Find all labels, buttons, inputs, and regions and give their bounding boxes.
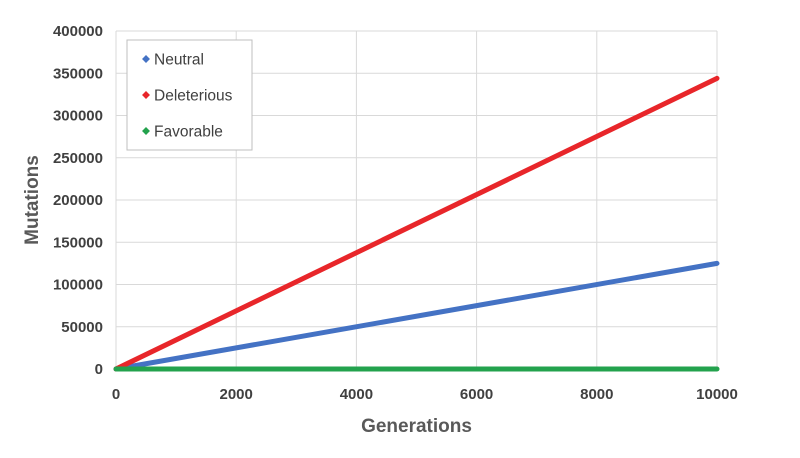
legend-label-neutral: Neutral	[154, 52, 204, 69]
legend: Neutral Deleterious Favorable	[126, 39, 253, 151]
x-tick-label: 4000	[340, 386, 373, 403]
x-tick-label: 0	[112, 386, 120, 403]
x-tick-label: 8000	[580, 386, 613, 403]
y-tick-label: 250000	[53, 150, 103, 167]
y-tick-label: 100000	[53, 277, 103, 294]
y-tick-label: 150000	[53, 234, 103, 251]
legend-marker-favorable	[142, 127, 150, 135]
x-tick-label: 2000	[220, 386, 253, 403]
x-tick-label: 10000	[696, 386, 738, 403]
series-line-neutral	[113, 260, 720, 372]
series-line-deleterious	[113, 75, 720, 372]
tick-labels: 0500001000001500002000002500003000003500…	[53, 23, 738, 403]
legend-label-favorable: Favorable	[154, 124, 223, 141]
y-axis-title: Mutations	[22, 155, 43, 245]
y-tick-label: 200000	[53, 192, 103, 209]
y-tick-label: 350000	[53, 65, 103, 82]
y-tick-label: 0	[95, 361, 103, 378]
x-tick-label: 6000	[460, 386, 493, 403]
x-axis-title: Generations	[361, 416, 472, 437]
y-tick-label: 300000	[53, 108, 103, 125]
y-tick-label: 400000	[53, 23, 103, 40]
series-lines	[113, 75, 720, 372]
legend-label-deleterious: Deleterious	[154, 88, 233, 105]
y-tick-label: 50000	[61, 319, 103, 336]
